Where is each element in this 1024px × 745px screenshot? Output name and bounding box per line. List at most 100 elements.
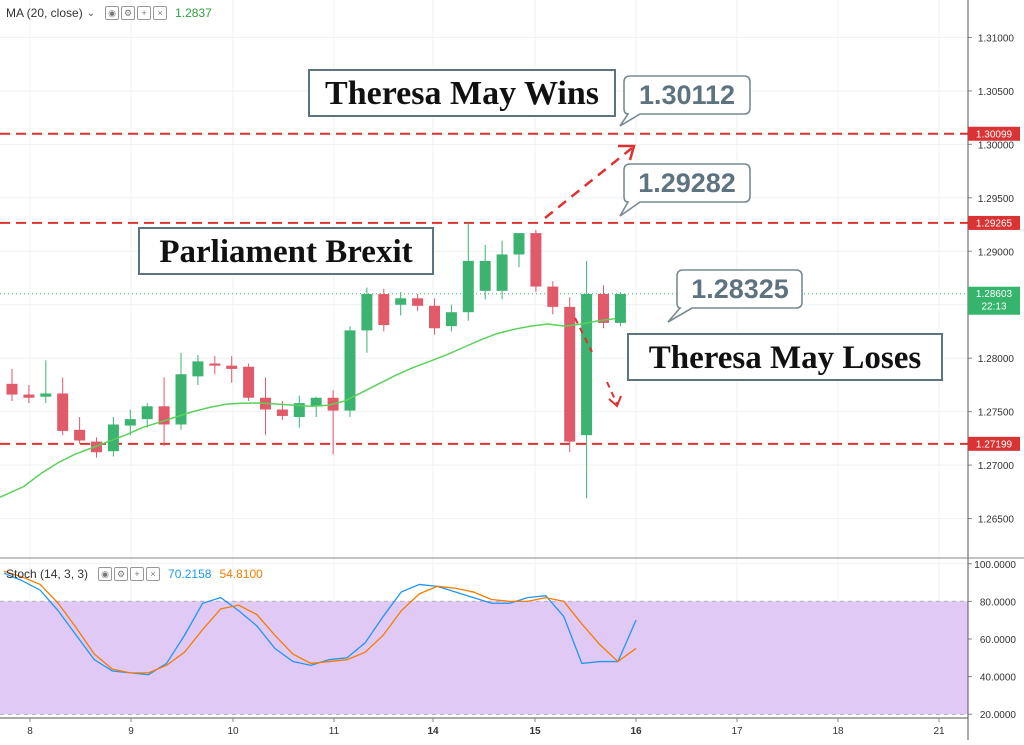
stoch-y-tick-label: 100.0000 [974,560,1016,571]
x-tick-label: 16 [630,726,642,737]
price-tag-resistance-2: 1.30099 [968,126,1020,141]
candle-body [6,383,18,395]
price-tag-current: 1.28603 22:13 [968,286,1020,315]
y-tick-label: 1.30500 [978,87,1015,98]
annotation-loses: Theresa May Loses [627,333,943,381]
y-tick-label: 1.27000 [978,461,1015,472]
candle-body [547,286,559,307]
gear-icon[interactable]: ⚙ [114,567,129,581]
candle-body [293,403,305,417]
price-tag-resistance-1: 1.29265 [968,215,1020,230]
candle-body [40,393,52,397]
callout-2: 1.29282 [619,163,751,217]
annotation-brexit-text: Parliament Brexit [159,234,412,270]
y-tick-label: 1.28000 [978,354,1015,365]
x-tick-label: 11 [329,726,340,737]
close-icon[interactable]: × [153,6,168,20]
annotation-arrows [544,144,636,408]
callout-2-text: 1.29282 [638,168,736,198]
chevron-down-icon[interactable]: ⌄ [86,7,96,19]
stoch-k-value: 70.2158 [168,567,212,581]
price-tag-resistance-2-text: 1.30099 [976,129,1013,140]
x-tick-label: 14 [427,726,439,737]
candle-body [462,260,474,313]
ma-value: 1.2837 [175,6,212,20]
candle-body [378,294,390,326]
candle-body [226,365,238,369]
moving-average [0,317,616,498]
stoch-y-tick-label: 40.0000 [980,673,1017,684]
candle-body [91,441,102,453]
eye-icon[interactable]: ◉ [98,567,113,581]
stoch-y-tick-label: 80.0000 [980,597,1017,608]
candle-body [445,312,457,327]
ma-line [0,317,616,498]
candle-body [74,429,86,441]
y-tick-label: 1.27500 [978,408,1015,419]
ma-legend[interactable]: MA (20, close) ⌄ ◉ ⚙ + × 1.2837 [6,6,212,20]
candle-body [175,374,187,425]
y-tick-label: 1.29500 [978,194,1015,205]
candle-body [209,363,221,366]
candle-body [479,260,491,291]
stoch-legend[interactable]: Stoch (14, 3, 3) ◉ ⚙ + × 70.2158 54.8100 [6,567,263,581]
y-tick-label: 1.30000 [978,140,1015,151]
arrow-down-head [608,395,622,408]
x-tick-label: 18 [832,726,844,737]
candle-body [141,406,153,420]
candle-body [564,306,576,442]
price-tag-support: 1.27199 [968,436,1020,451]
candle-body [581,294,593,436]
candle-body [395,298,407,305]
stoch-y-tick-label: 20.0000 [980,710,1017,721]
candle-body [513,233,525,255]
candle-body [158,406,170,425]
candle-body [23,394,35,398]
candle-body [192,361,204,377]
x-tick-label: 8 [27,726,33,737]
candle-body [310,397,322,407]
plus-icon[interactable]: + [130,567,145,581]
y-tick-label: 1.26500 [978,515,1015,526]
ma-label: MA (20, close) [6,6,83,20]
price-tag-current-text: 1.28603 [976,289,1013,300]
x-tick-label: 9 [128,726,134,737]
candles [6,222,626,499]
candle-body [412,298,424,306]
callout-1-text: 1.30112 [639,80,735,110]
candle-body [530,233,542,287]
stoch-y-tick-label: 60.0000 [980,635,1017,646]
stoch-overbought-oversold-band [0,601,968,715]
time-axis: 8 9 10 11 14 15 16 17 18 21 [27,718,945,737]
candle-body [124,419,136,426]
gear-icon[interactable]: ⚙ [121,6,136,20]
candle-body [429,305,440,329]
callout-3-text: 1.28325 [691,274,789,304]
x-tick-label: 21 [933,726,945,737]
y-tick-label: 1.31000 [978,33,1015,44]
y-tick-label: 1.29000 [978,247,1015,258]
plus-icon[interactable]: + [137,6,152,20]
candle-body [57,393,69,431]
countdown-text: 22:13 [981,302,1006,313]
callout-1: 1.30112 [619,75,751,127]
candle-body [107,424,119,452]
x-tick-label: 17 [731,726,743,737]
x-tick-label: 15 [529,726,541,737]
candle-body [361,294,373,331]
level-lines [0,132,968,445]
arrow-down-line-2 [606,381,618,405]
candle-body [496,254,508,291]
arrow-up-line [544,147,633,219]
annotation-wins: Theresa May Wins [308,69,616,117]
annotation-wins-text: Theresa May Wins [325,75,599,112]
candle-body [276,409,288,416]
candle-body [614,294,626,323]
price-tag-support-text: 1.27199 [976,439,1013,450]
stoch-label: Stoch (14, 3, 3) [6,567,89,581]
close-icon[interactable]: × [146,567,161,581]
stoch-lines [3,570,637,676]
eye-icon[interactable]: ◉ [105,6,120,20]
